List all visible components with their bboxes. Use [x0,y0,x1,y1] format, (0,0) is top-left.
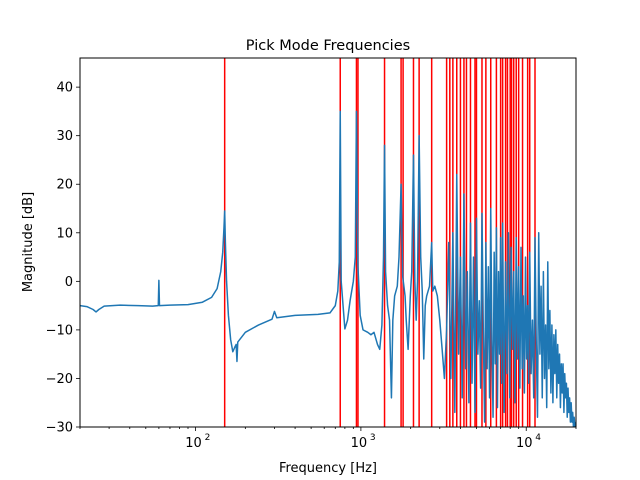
x-tick-label-0: 10 [185,436,202,451]
plot-frame [79,57,577,428]
y-tick-label-5: 20 [56,178,73,193]
y-axis: −30 −20 −10 0 10 20 30 40 [46,81,80,436]
y-axis-label: Magnitude [dB] [21,192,36,292]
y-tick-label-0: −30 [46,421,73,436]
y-tick-label-4: 10 [56,226,73,241]
y-tick-label-2: −10 [46,323,73,338]
y-tick-label-6: 30 [56,129,73,144]
y-tick-label-7: 40 [56,81,73,96]
x-axis: 10 2 10 3 10 4 [79,427,577,451]
y-tick-label-3: 0 [65,275,73,290]
x-tick-exponent-1: 3 [370,433,376,443]
x-tick-exponent-0: 2 [205,433,211,443]
x-tick-label-1: 10 [351,436,368,451]
chart-title: Pick Mode Frequencies [246,38,410,54]
x-axis-label: Frequency [Hz] [279,461,377,476]
x-tick-label-2: 10 [516,436,533,451]
series-layer [80,110,576,427]
y-tick-label-1: −20 [46,372,73,387]
series-line-0 [80,110,576,427]
x-tick-exponent-2: 4 [535,433,541,443]
